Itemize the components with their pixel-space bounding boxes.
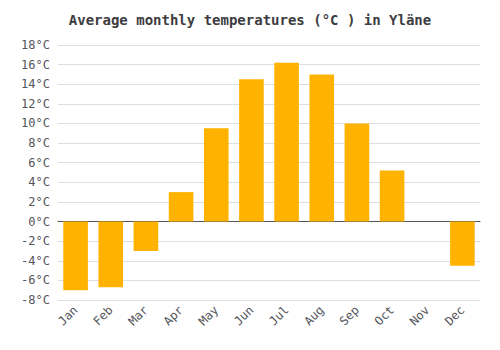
svg-text:18°C: 18°C	[21, 38, 50, 52]
svg-text:8°C: 8°C	[28, 136, 50, 150]
svg-text:May: May	[196, 303, 221, 328]
svg-text:Mar: Mar	[126, 303, 151, 328]
svg-text:10°C: 10°C	[21, 116, 50, 130]
svg-text:-4°C: -4°C	[21, 254, 50, 268]
svg-text:4°C: 4°C	[28, 175, 50, 189]
svg-text:Aug: Aug	[301, 303, 326, 328]
svg-text:Average monthly temperatures (: Average monthly temperatures (°C ) in Yl…	[69, 12, 431, 28]
svg-text:Feb: Feb	[90, 303, 115, 328]
svg-text:Jun: Jun	[231, 303, 256, 328]
svg-text:12°C: 12°C	[21, 97, 50, 111]
svg-text:6°C: 6°C	[28, 156, 50, 170]
svg-text:-6°C: -6°C	[21, 273, 50, 287]
svg-text:Apr: Apr	[161, 303, 186, 328]
svg-text:-2°C: -2°C	[21, 234, 50, 248]
svg-text:Jan: Jan	[55, 303, 80, 328]
svg-text:2°C: 2°C	[28, 195, 50, 209]
svg-text:Oct: Oct	[372, 303, 397, 328]
svg-text:16°C: 16°C	[21, 58, 50, 72]
svg-text:Dec: Dec	[442, 303, 467, 328]
svg-text:Sep: Sep	[337, 303, 362, 328]
svg-text:0°C: 0°C	[28, 215, 50, 229]
svg-text:Jul: Jul	[266, 303, 291, 328]
svg-text:14°C: 14°C	[21, 77, 50, 91]
svg-text:Nov: Nov	[407, 303, 432, 328]
svg-text:-8°C: -8°C	[21, 293, 50, 307]
